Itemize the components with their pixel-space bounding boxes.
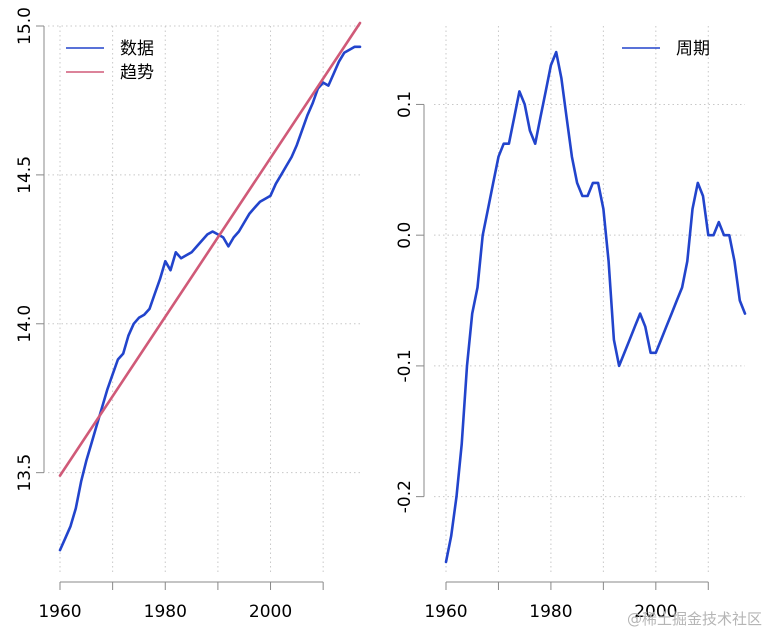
y-tick-label: -0.1	[395, 349, 415, 382]
y-tick-label: 15.0	[15, 7, 35, 45]
series-line-趋势	[58, 21, 362, 477]
series-line-数据	[58, 45, 362, 552]
x-tick-label: 2000	[249, 602, 292, 622]
y-tick-label: -0.2	[395, 480, 415, 513]
y-tick-label: 14.0	[15, 305, 35, 343]
y-tick-label: 0.0	[395, 222, 415, 249]
x-tick-label: 1960	[38, 602, 81, 622]
y-tick-label: 0.1	[395, 91, 415, 118]
x-tick-label: 2000	[634, 602, 677, 622]
legend-label: 周期	[676, 39, 710, 59]
cycle-panel: -0.2 -0.1 0.0 0.1 1960 1980 2000 周期	[395, 26, 747, 622]
legend-label: 数据	[120, 39, 154, 59]
legend-label: 趋势	[120, 63, 154, 83]
watermark: @稀土掘金技术社区	[627, 610, 762, 628]
x-tick-label: 1980	[144, 602, 187, 622]
x-tick-label: 1980	[529, 602, 572, 622]
y-tick-label: 14.5	[15, 156, 35, 194]
x-tick-label: 1960	[424, 602, 467, 622]
series-line-周期	[444, 50, 747, 564]
y-tick-label: 13.5	[15, 454, 35, 492]
